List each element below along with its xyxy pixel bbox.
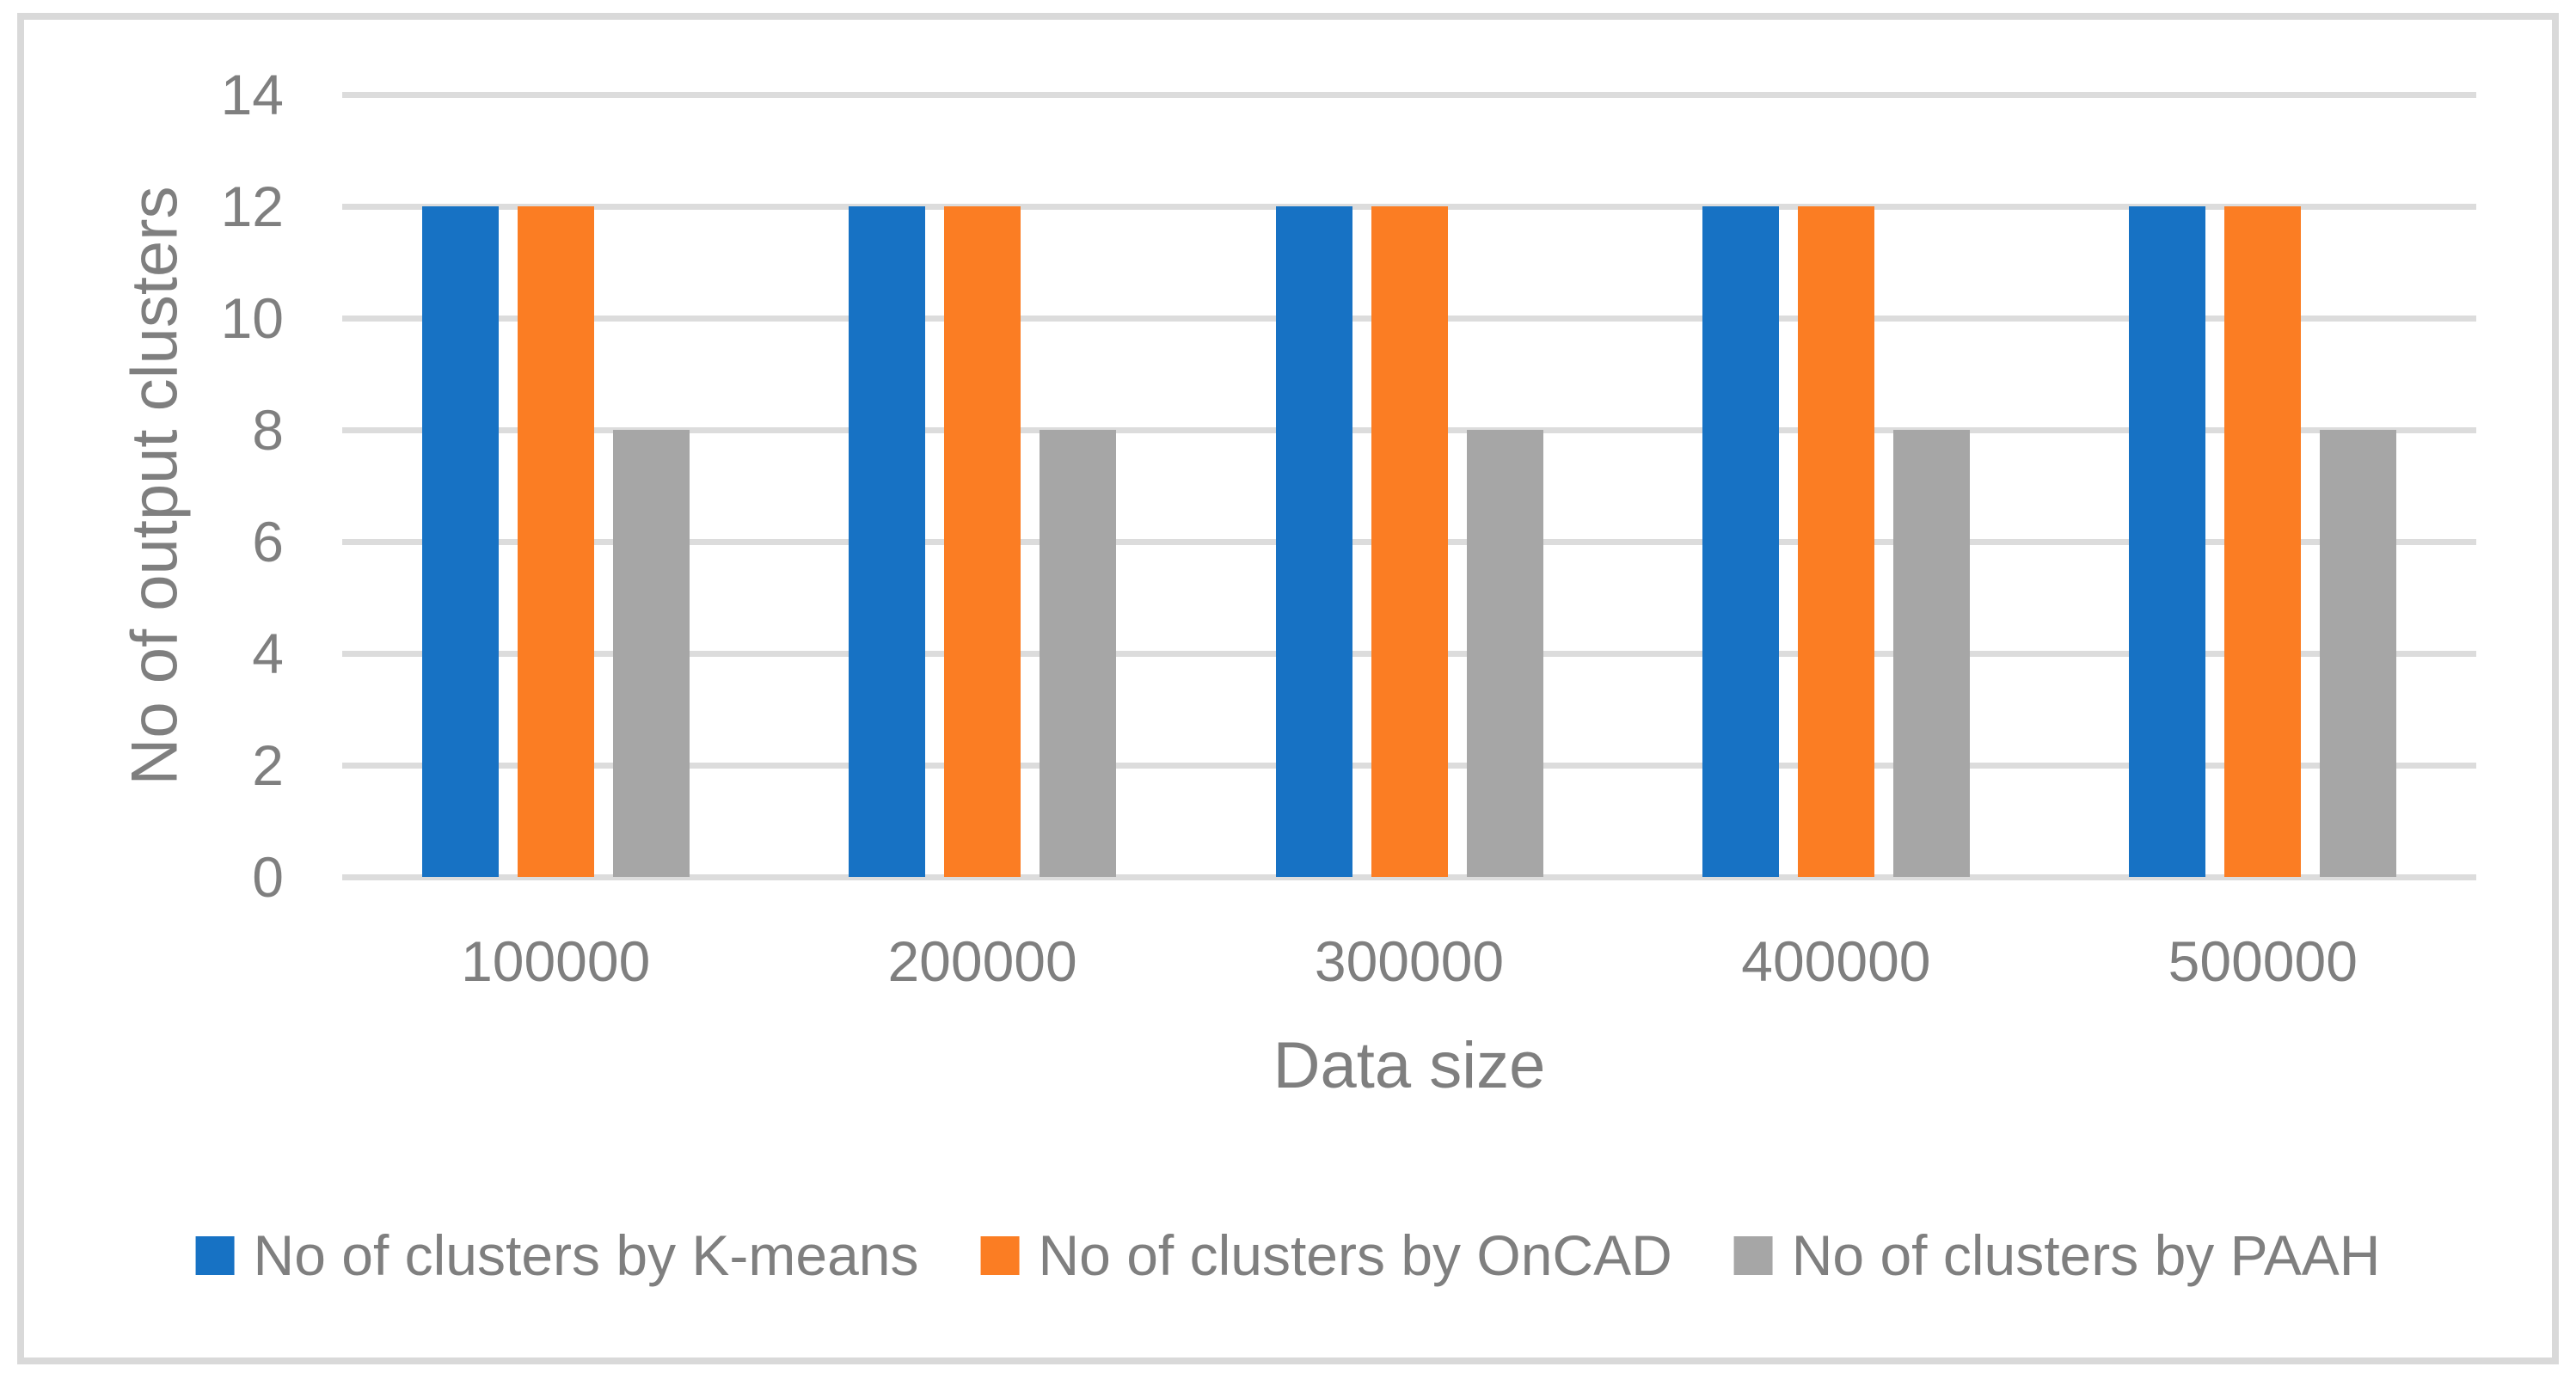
- x-tick-label-300000: 300000: [1314, 929, 1505, 993]
- bar-kmeans-400000: [1702, 206, 1779, 877]
- y-axis-title: No of output clusters: [118, 186, 192, 786]
- x-tick-label-500000: 500000: [2168, 929, 2358, 993]
- chart-border-frame: [17, 13, 2559, 1364]
- y-tick-label-10: 10: [220, 286, 284, 350]
- legend: No of clusters by K-means No of clusters …: [195, 1223, 2381, 1287]
- bar-kmeans-100000: [421, 206, 499, 877]
- bar-paah-200000: [1040, 430, 1117, 877]
- bar-paah-400000: [1892, 430, 1970, 877]
- legend-swatch-kmeans: [195, 1235, 235, 1275]
- x-tick-label-200000: 200000: [887, 929, 1077, 993]
- y-tick-label-0: 0: [252, 845, 284, 909]
- bar-oncad-200000: [944, 206, 1021, 877]
- bar-oncad-100000: [517, 206, 594, 877]
- y-tick-label-6: 6: [252, 510, 284, 573]
- legend-label-paah: No of clusters by PAAH: [1791, 1223, 2381, 1287]
- y-tick-label-12: 12: [220, 175, 284, 238]
- bar-oncad-500000: [2224, 206, 2302, 877]
- bar-paah-100000: [612, 430, 690, 877]
- legend-swatch-oncad: [980, 1235, 1020, 1275]
- bar-oncad-400000: [1797, 206, 1874, 877]
- bar-paah-500000: [2320, 430, 2397, 877]
- bar-kmeans-500000: [2129, 206, 2206, 877]
- legend-item-paah: No of clusters by PAAH: [1733, 1223, 2381, 1287]
- legend-item-oncad: No of clusters by OnCAD: [980, 1223, 1672, 1287]
- gridline-y0: [342, 873, 2476, 880]
- y-tick-label-4: 4: [252, 622, 284, 685]
- legend-item-kmeans: No of clusters by K-means: [195, 1223, 919, 1287]
- x-tick-label-400000: 400000: [1741, 929, 1931, 993]
- x-tick-label-100000: 100000: [461, 929, 651, 993]
- legend-swatch-paah: [1733, 1235, 1773, 1275]
- bar-kmeans-300000: [1275, 206, 1352, 877]
- y-tick-label-2: 2: [252, 733, 284, 797]
- legend-label-kmeans: No of clusters by K-means: [253, 1223, 919, 1287]
- bar-paah-300000: [1466, 430, 1543, 877]
- bar-kmeans-200000: [849, 206, 926, 877]
- y-tick-label-14: 14: [220, 63, 284, 126]
- bar-oncad-300000: [1371, 206, 1448, 877]
- legend-label-oncad: No of clusters by OnCAD: [1038, 1223, 1672, 1287]
- plot-area: [342, 91, 2476, 880]
- y-tick-label-8: 8: [252, 398, 284, 462]
- x-axis-title: Data size: [1273, 1029, 1546, 1102]
- gridline-y14: [342, 91, 2476, 98]
